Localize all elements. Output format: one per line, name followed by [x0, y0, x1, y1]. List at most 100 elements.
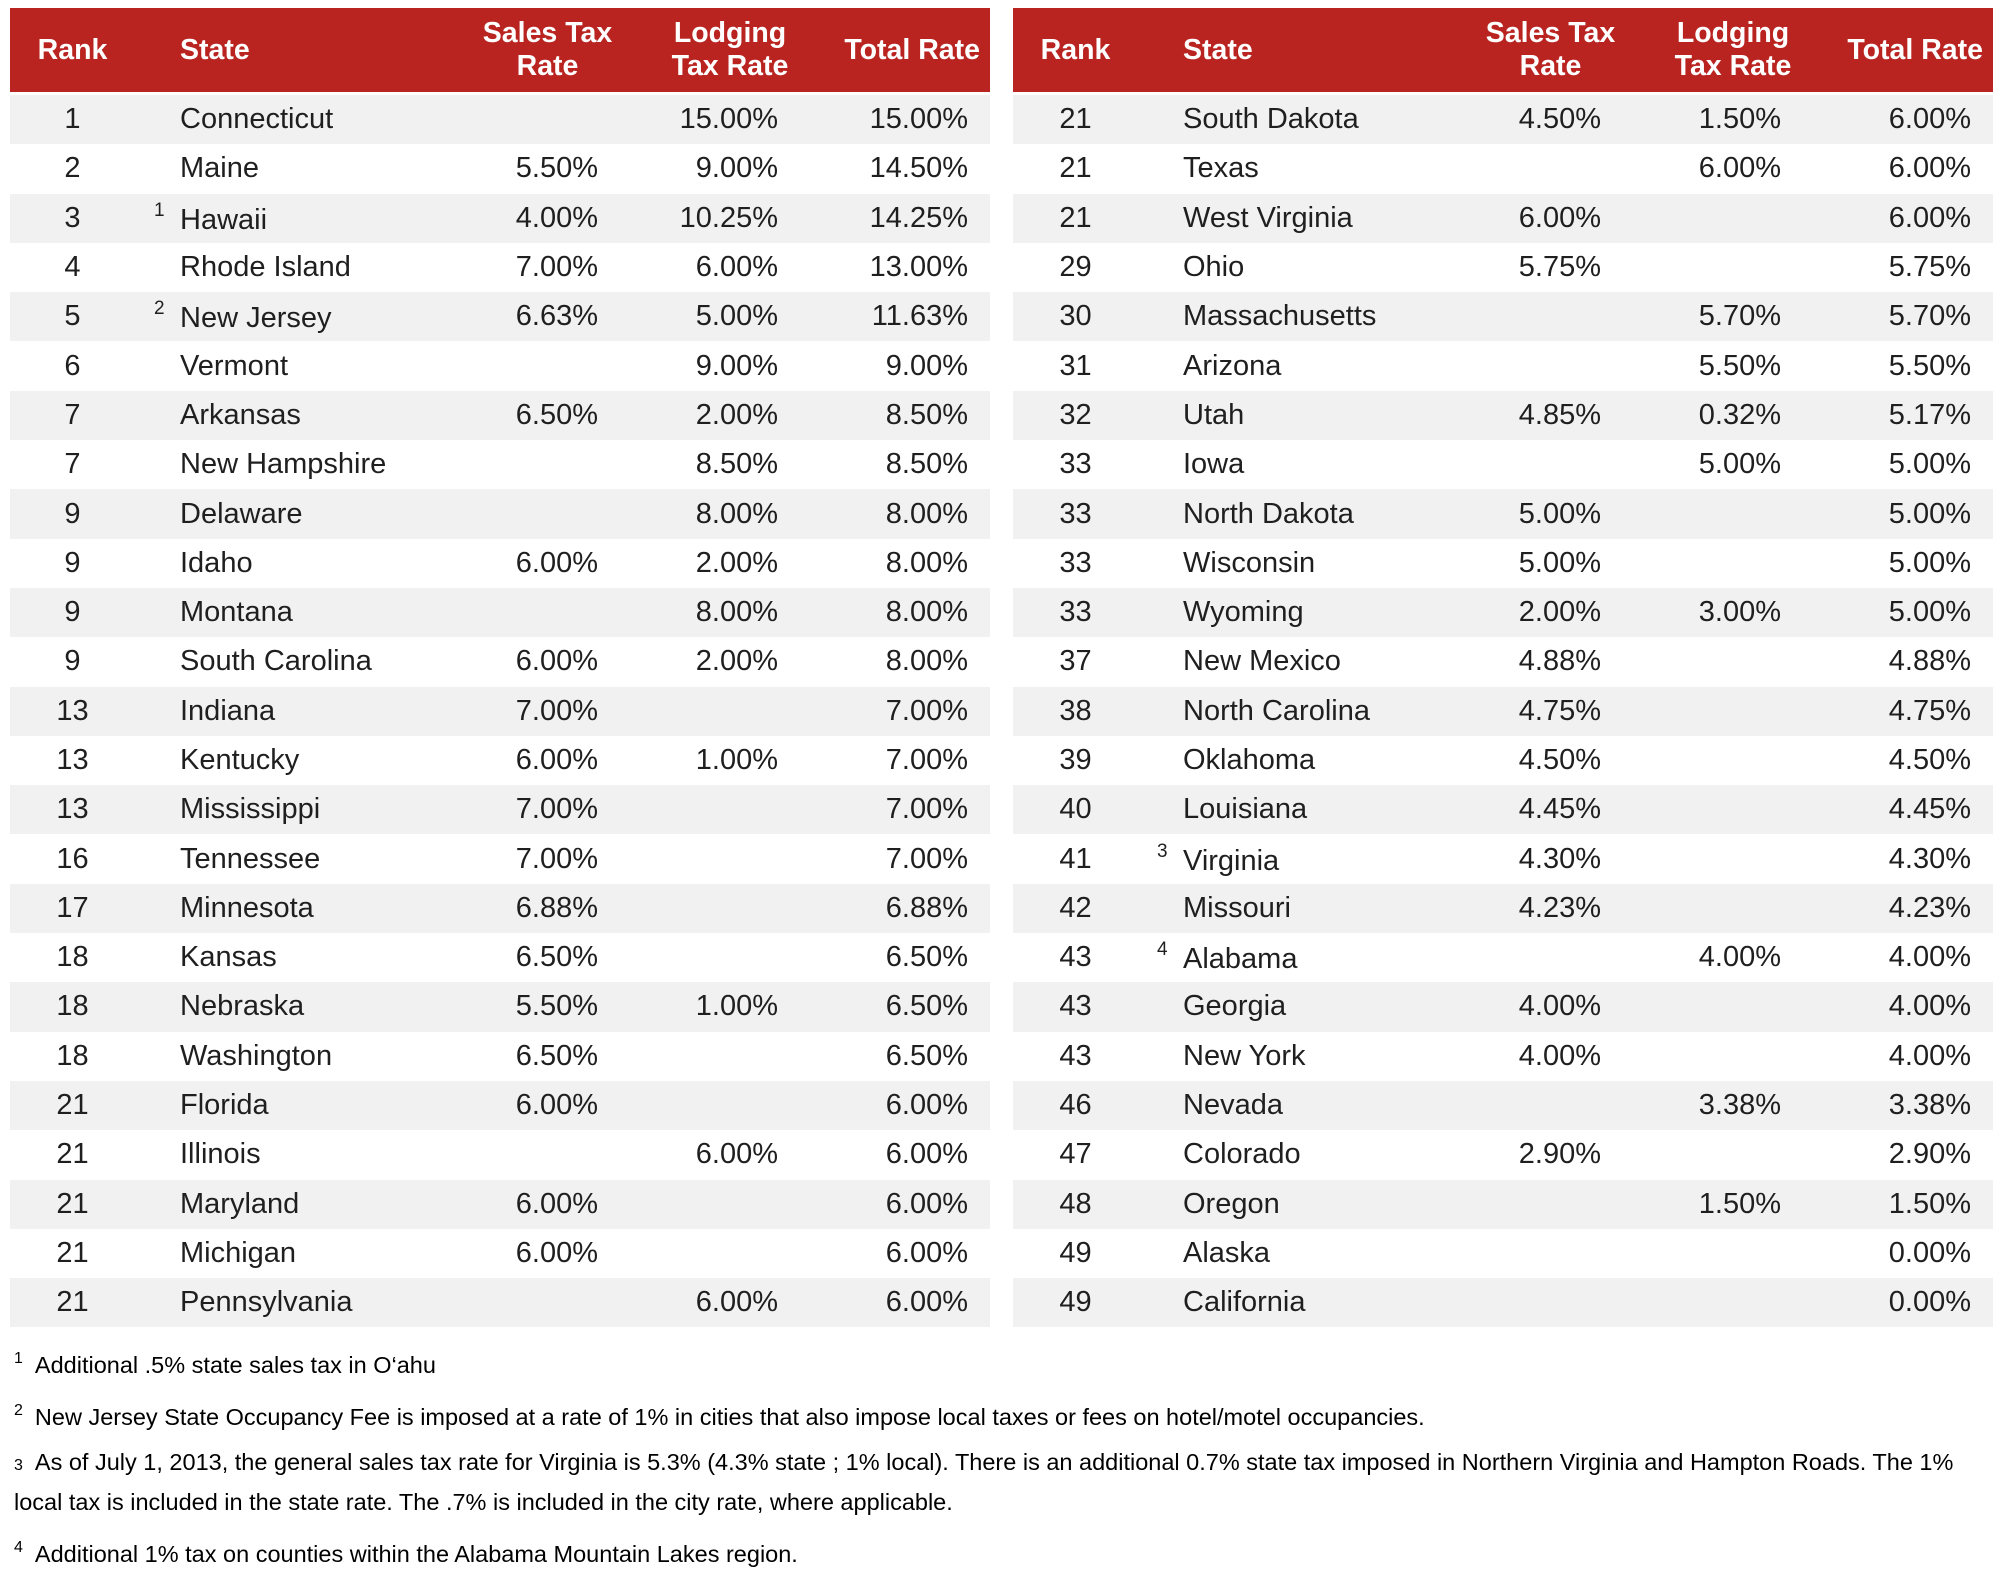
- table-row: 33 North Dakota 5.00% 5.00%: [1013, 489, 1993, 539]
- table-row: 21 South Dakota 4.50% 1.50% 6.00%: [1013, 93, 1993, 145]
- rank-cell: 21: [10, 1179, 135, 1229]
- lodging-tax-rate-cell: [620, 1031, 800, 1081]
- state-name: New Jersey: [180, 302, 332, 335]
- table-row: 16 Tennessee 7.00% 7.00%: [10, 834, 990, 884]
- lodging-tax-rate-cell: [1623, 538, 1803, 588]
- sales-tax-rate-cell: [1478, 144, 1623, 194]
- table-row: 46 Nevada 3.38% 3.38%: [1013, 1080, 1993, 1131]
- state-cell: Georgia: [1138, 982, 1478, 1032]
- table-row: 6 Vermont 9.00% 9.00%: [10, 341, 990, 391]
- rank-cell: 13: [10, 735, 135, 786]
- state-name: Minnesota: [180, 891, 314, 924]
- total-rate-cell: 4.75%: [1803, 686, 1993, 736]
- state-cell: Arkansas: [135, 390, 475, 441]
- state-cell: 1 Hawaii: [135, 193, 475, 243]
- state-name: Maryland: [180, 1187, 300, 1220]
- rank-column-header: Rank: [10, 8, 135, 95]
- rank-cell: 47: [1013, 1130, 1138, 1180]
- total-rate-cell: 6.00%: [1803, 193, 1993, 243]
- rank-cell: 43: [1013, 982, 1138, 1032]
- table-row: 18 Washington 6.50% 6.50%: [10, 1031, 990, 1081]
- state-name: Alabama: [1183, 943, 1298, 976]
- rank-cell: 40: [1013, 785, 1138, 835]
- total-rate-cell: 7.00%: [800, 735, 990, 786]
- state-cell: Vermont: [135, 341, 475, 391]
- lodging-tax-rate-cell: 6.00%: [1623, 144, 1803, 194]
- sales-tax-rate-cell: 4.45%: [1478, 785, 1623, 835]
- footnote-marker: 1: [154, 199, 165, 221]
- state-name: Ohio: [1183, 251, 1245, 284]
- lodging-tax-rate-cell: [1623, 1031, 1803, 1081]
- lodging-tax-rate-cell: 5.70%: [1623, 292, 1803, 342]
- sales-tax-rate-cell: [475, 587, 620, 638]
- rank-cell: 9: [10, 489, 135, 539]
- rank-cell: 30: [1013, 292, 1138, 342]
- sales-tax-rate-cell: 7.00%: [475, 785, 620, 835]
- lodging-tax-rate-cell: 6.00%: [620, 1278, 800, 1328]
- sales-tax-rate-cell: [1478, 1228, 1623, 1279]
- state-cell: Montana: [135, 587, 475, 638]
- state-name: Texas: [1183, 152, 1259, 185]
- total-rate-cell: 6.00%: [800, 1179, 990, 1229]
- total-rate-cell: 6.00%: [800, 1080, 990, 1131]
- rank-cell: 33: [1013, 538, 1138, 588]
- state-cell: New Mexico: [1138, 637, 1478, 687]
- header-label: Lodging Tax Rate: [671, 17, 789, 82]
- table-row: 31 Arizona 5.50% 5.50%: [1013, 341, 1993, 391]
- sales-tax-rate-cell: 2.00%: [1478, 587, 1623, 638]
- rank-cell: 21: [10, 1228, 135, 1279]
- state-cell: 2 New Jersey: [135, 292, 475, 342]
- table-row: 7 New Hampshire 8.50% 8.50%: [10, 440, 990, 490]
- header-label: Sales Tax Rate: [482, 17, 613, 82]
- sales-tax-rate-cell: 6.00%: [475, 538, 620, 588]
- state-cell: Mississippi: [135, 785, 475, 835]
- lodging-tax-rate-cell: [620, 1179, 800, 1229]
- sales-tax-rate-cell: [1478, 1080, 1623, 1131]
- state-cell: Florida: [135, 1080, 475, 1131]
- lodging-tax-rate-cell: 5.00%: [620, 292, 800, 342]
- lodging-tax-rate-cell: [1623, 883, 1803, 934]
- footnotes-section: 1 Additional .5% state sales tax in O‘ahu…: [0, 1327, 1974, 1573]
- rank-cell: 33: [1013, 440, 1138, 490]
- table-row: 3 1 Hawaii 4.00% 10.25% 14.25%: [10, 193, 990, 243]
- sales-tax-rate-cell: 7.00%: [475, 686, 620, 736]
- table-row: 21 Florida 6.00% 6.00%: [10, 1080, 990, 1131]
- rank-cell: 43: [1013, 933, 1138, 983]
- state-name: Nevada: [1183, 1089, 1283, 1122]
- table-row: 9 Idaho 6.00% 2.00% 8.00%: [10, 538, 990, 588]
- table-row: 33 Iowa 5.00% 5.00%: [1013, 440, 1993, 490]
- table-row: 43 Georgia 4.00% 4.00%: [1013, 982, 1993, 1032]
- lodging-tax-rate-cell: 2.00%: [620, 637, 800, 687]
- state-cell: Oregon: [1138, 1179, 1478, 1229]
- sales-tax-column-header: Sales Tax Rate: [475, 8, 620, 95]
- footnote: 1 Additional .5% state sales tax in O‘ahu: [14, 1340, 1974, 1384]
- state-cell: Wisconsin: [1138, 538, 1478, 588]
- sales-tax-rate-cell: 5.00%: [1478, 489, 1623, 539]
- state-name: Colorado: [1183, 1138, 1301, 1171]
- table-row: 48 Oregon 1.50% 1.50%: [1013, 1179, 1993, 1229]
- total-rate-cell: 4.00%: [1803, 1031, 1993, 1081]
- table-row: 7 Arkansas 6.50% 2.00% 8.50%: [10, 390, 990, 441]
- state-cell: 4 Alabama: [1138, 933, 1478, 983]
- table-row: 9 Montana 8.00% 8.00%: [10, 587, 990, 638]
- lodging-tax-rate-cell: 8.00%: [620, 489, 800, 539]
- rank-cell: 37: [1013, 637, 1138, 687]
- state-name: Nebraska: [180, 990, 305, 1023]
- sales-tax-rate-cell: 6.88%: [475, 883, 620, 934]
- rank-cell: 21: [1013, 93, 1138, 145]
- rank-cell: 4: [10, 242, 135, 293]
- sales-tax-rate-cell: 4.30%: [1478, 834, 1623, 884]
- table-body: 21 South Dakota 4.50% 1.50% 6.00% 21 Texas 6.00…: [1013, 93, 1993, 1328]
- state-name: Louisiana: [1183, 793, 1308, 826]
- total-rate-cell: 4.30%: [1803, 834, 1993, 884]
- sales-tax-rate-cell: 4.00%: [1478, 982, 1623, 1032]
- rank-cell: 21: [1013, 193, 1138, 243]
- total-rate-cell: 6.00%: [800, 1130, 990, 1180]
- table-row: 13 Mississippi 7.00% 7.00%: [10, 785, 990, 835]
- sales-tax-rate-cell: [1478, 341, 1623, 391]
- state-name: Washington: [180, 1039, 333, 1072]
- footnote-marker: 2: [14, 1402, 23, 1420]
- lodging-tax-rate-cell: [620, 785, 800, 835]
- sales-tax-rate-cell: 5.50%: [475, 144, 620, 194]
- rank-cell: 18: [10, 933, 135, 983]
